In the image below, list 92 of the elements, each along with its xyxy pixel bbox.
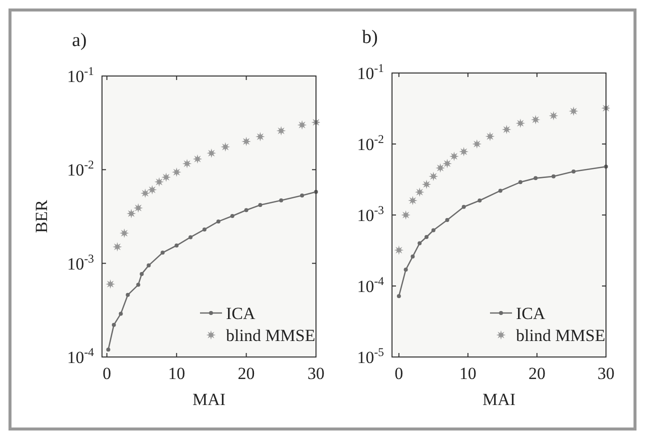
point bbox=[414, 187, 424, 197]
point bbox=[134, 203, 143, 213]
point bbox=[148, 185, 157, 194]
point bbox=[106, 279, 116, 289]
point bbox=[106, 348, 110, 352]
point bbox=[431, 228, 436, 232]
legend-label: ICA bbox=[226, 304, 256, 323]
point bbox=[182, 158, 192, 168]
point bbox=[112, 322, 116, 327]
point bbox=[161, 172, 171, 182]
point bbox=[242, 136, 251, 146]
x-tick-label: 0 bbox=[102, 364, 112, 383]
point bbox=[424, 234, 429, 239]
x-tick-label: 20 bbox=[528, 364, 546, 383]
point bbox=[172, 168, 182, 177]
point bbox=[394, 245, 404, 255]
point bbox=[548, 111, 558, 120]
point bbox=[140, 272, 144, 276]
legend-label: ICA bbox=[516, 304, 546, 323]
point bbox=[518, 180, 522, 184]
point bbox=[202, 227, 206, 232]
point bbox=[244, 208, 248, 212]
point bbox=[462, 204, 466, 209]
point bbox=[530, 115, 540, 124]
point bbox=[472, 139, 482, 149]
point bbox=[408, 196, 418, 206]
point bbox=[300, 193, 304, 198]
chart-title: b) bbox=[362, 27, 378, 48]
point bbox=[126, 208, 136, 218]
point bbox=[216, 219, 220, 224]
point bbox=[534, 176, 538, 180]
y-tick-label: 10$^{-1}$ bbox=[357, 61, 384, 83]
point bbox=[572, 169, 576, 174]
y-tick-label: 10$^{-4}$ bbox=[67, 345, 94, 367]
point bbox=[276, 126, 286, 136]
point bbox=[502, 124, 512, 134]
point bbox=[297, 120, 307, 130]
point bbox=[445, 218, 450, 222]
legend-label: blind MMSE bbox=[516, 326, 606, 345]
point bbox=[401, 210, 410, 220]
x-tick-label: 10 bbox=[459, 364, 476, 383]
point bbox=[449, 152, 459, 162]
point bbox=[256, 132, 265, 142]
x-axis-title: MAI bbox=[192, 390, 226, 409]
y-axis-title: BER bbox=[32, 199, 51, 234]
point bbox=[428, 172, 438, 182]
point bbox=[404, 268, 408, 272]
point bbox=[174, 244, 179, 248]
point bbox=[279, 198, 284, 202]
x-tick-label: 30 bbox=[308, 364, 324, 383]
x-tick-label: 20 bbox=[238, 364, 255, 383]
point bbox=[140, 188, 150, 198]
x-axis-title: MAI bbox=[482, 390, 516, 409]
y-tick-label: 10$^{-3}$ bbox=[357, 203, 384, 225]
point bbox=[552, 174, 556, 178]
point bbox=[112, 242, 122, 252]
x-tick-label: 30 bbox=[598, 364, 614, 383]
point bbox=[396, 294, 401, 298]
x-tick-label: 10 bbox=[168, 364, 186, 383]
y-tick-label: 10$^{-3}$ bbox=[67, 251, 94, 274]
y-tick-label: 10$^{-4}$ bbox=[357, 274, 384, 296]
point bbox=[516, 118, 526, 128]
point bbox=[118, 312, 123, 316]
point bbox=[120, 228, 129, 238]
y-tick-label: 10$^{-2}$ bbox=[357, 132, 384, 154]
point bbox=[478, 198, 482, 203]
point bbox=[126, 292, 130, 297]
point bbox=[436, 163, 446, 173]
y-tick-label: 10$^{-5}$ bbox=[357, 345, 384, 367]
point bbox=[498, 188, 502, 193]
point bbox=[230, 214, 234, 218]
point bbox=[442, 158, 452, 168]
legend-label: blind MMSE bbox=[226, 326, 316, 345]
point bbox=[459, 146, 468, 156]
y-tick-label: 10$^{-1}$ bbox=[67, 64, 94, 86]
y-tick-label: 10$^{-2}$ bbox=[67, 158, 94, 180]
point bbox=[568, 106, 578, 116]
point bbox=[136, 282, 140, 287]
point bbox=[192, 154, 202, 164]
point bbox=[154, 177, 164, 187]
point bbox=[422, 180, 432, 190]
point bbox=[146, 263, 151, 268]
point bbox=[418, 241, 422, 246]
point bbox=[188, 235, 193, 240]
point bbox=[160, 250, 165, 255]
point bbox=[485, 132, 495, 142]
point bbox=[410, 254, 415, 259]
chart-title: a) bbox=[72, 30, 87, 51]
point bbox=[258, 202, 262, 207]
point bbox=[206, 148, 216, 158]
x-tick-label: 0 bbox=[394, 364, 404, 383]
point bbox=[220, 142, 230, 152]
